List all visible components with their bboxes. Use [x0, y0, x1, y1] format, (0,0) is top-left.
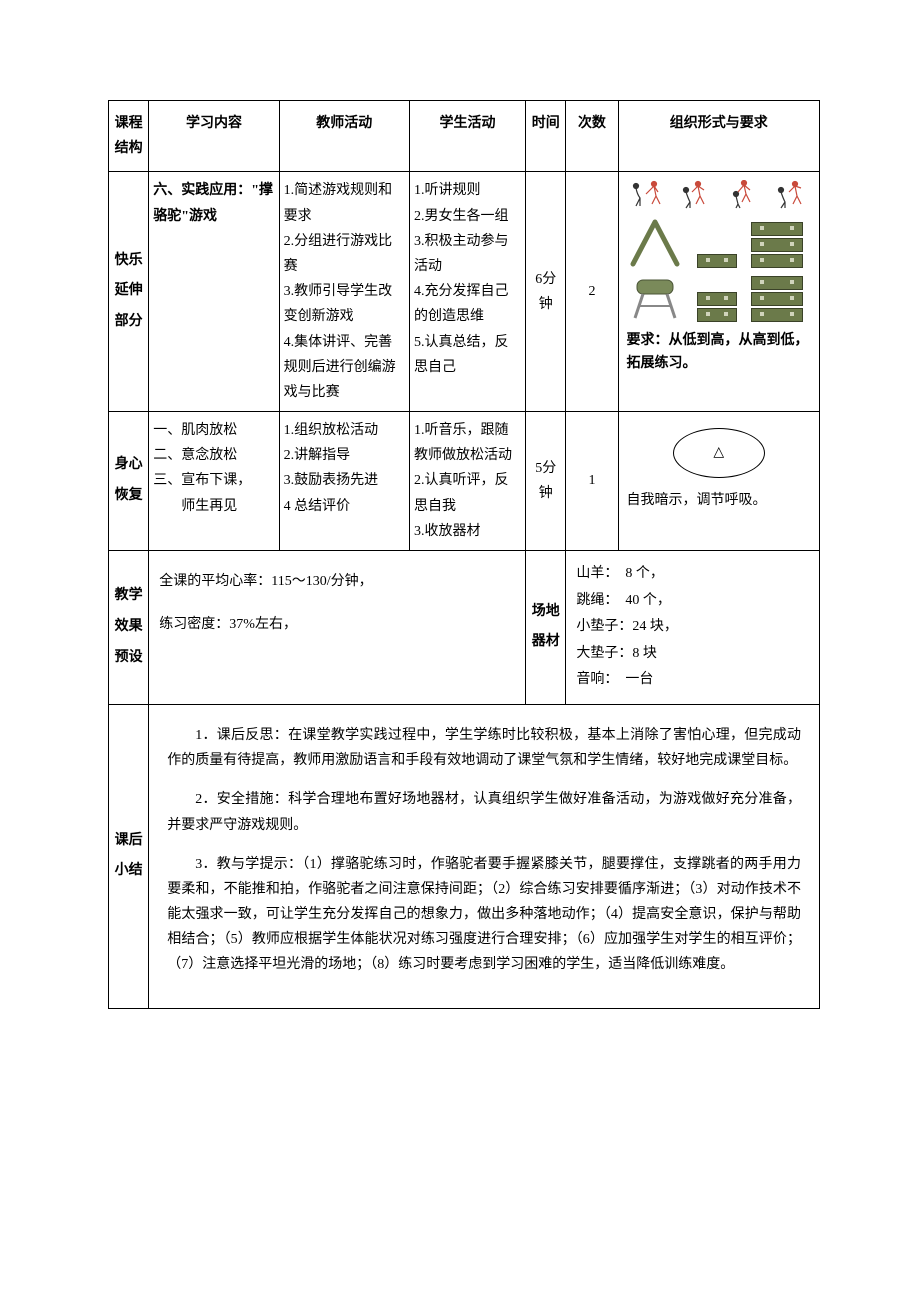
box-icon: [751, 222, 803, 236]
row4-label: 课后小结: [109, 704, 149, 1008]
header-time: 时间: [526, 101, 566, 172]
row4-summary-text: 1．课后反思：在课堂教学实践过程中，学生学练时比较积极，基本上消除了害怕心理，但…: [149, 704, 820, 1008]
row3-label-mid: 场地器材: [526, 551, 566, 705]
row1-teacher: 1.简述游戏规则和要求 2.分组进行游戏比赛 3.教师引导学生改变创新游戏 4.…: [279, 172, 409, 412]
header-student: 学生活动: [409, 101, 525, 172]
box-icon: [751, 238, 803, 252]
box-icon: [751, 308, 803, 322]
row3-effect-text: 全课的平均心率：115～130/分钟， 练习密度：37%左右，: [149, 551, 526, 705]
lesson-table: 课程结构 学习内容 教师活动 学生活动 时间 次数 组织形式与要求 快乐延伸部分…: [108, 100, 820, 1009]
row2-structure: 身心恢复: [109, 412, 149, 551]
row3-label-left: 教学效果预设: [109, 551, 149, 705]
box-stack-2: [751, 222, 803, 268]
equipment-row-2: [627, 276, 812, 322]
box-icon: [751, 292, 803, 306]
box-icon: [697, 308, 737, 322]
row2-org-text: 自我暗示，调节呼吸。: [627, 488, 812, 513]
row-extension: 快乐延伸部分 六、实践应用："撑骆驼"游戏 1.简述游戏规则和要求 2.分组进行…: [109, 172, 820, 412]
triangle-stand-icon: [627, 218, 683, 268]
box-icon: [751, 254, 803, 268]
row2-student: 1.听音乐，跟随教师做放松活动 2.认真听评，反思自我 3.收放器材: [409, 412, 525, 551]
header-structure: 课程结构: [109, 101, 149, 172]
box-icon: [697, 292, 737, 306]
row2-content: 一、肌肉放松 二、意念放松 三、宣布下课， 师生再见: [149, 412, 279, 551]
header-count: 次数: [566, 101, 618, 172]
equip-small-mat: 小垫子：24 块，: [576, 614, 809, 641]
row1-content-title: 六、实践应用："撑骆驼"游戏: [153, 183, 273, 223]
equipment-row-1: [627, 218, 812, 268]
leapfrog-figures: [627, 180, 812, 210]
box-stack-3: [697, 292, 737, 322]
row1-content: 六、实践应用："撑骆驼"游戏: [149, 172, 279, 412]
row2-time: 5分钟: [526, 412, 566, 551]
row1-time: 6分钟: [526, 172, 566, 412]
vaulting-horse-icon: [627, 276, 683, 322]
row-summary: 课后小结 1．课后反思：在课堂教学实践过程中，学生学练时比较积极，基本上消除了害…: [109, 704, 820, 1008]
leapfrog-icon-1: [630, 180, 664, 210]
leapfrog-icon-3: [726, 180, 760, 210]
row2-organization: △ 自我暗示，调节呼吸。: [618, 412, 820, 551]
leapfrog-icon-2: [678, 180, 712, 210]
header-teacher: 教师活动: [279, 101, 409, 172]
row1-count: 2: [566, 172, 618, 412]
density-text: 练习密度：37%左右，: [159, 612, 515, 637]
box-stack-1: [697, 254, 737, 268]
row1-student: 1.听讲规则 2.男女生各一组 3.积极主动参与活动 4.充分发挥自己的创造思维…: [409, 172, 525, 412]
equip-rope: 跳绳： 40 个，: [576, 588, 809, 615]
page-container: 课程结构 学习内容 教师活动 学生活动 时间 次数 组织形式与要求 快乐延伸部分…: [0, 0, 920, 1109]
box-stack-4: [751, 276, 803, 322]
header-organization: 组织形式与要求: [618, 101, 820, 172]
row2-teacher: 1.组织放松活动 2.讲解指导 3.鼓励表扬先进 4 总结评价: [279, 412, 409, 551]
box-icon: [697, 254, 737, 268]
row-recovery: 身心恢复 一、肌肉放松 二、意念放松 三、宣布下课， 师生再见 1.组织放松活动…: [109, 412, 820, 551]
box-icon: [751, 276, 803, 290]
row1-requirement: 要求：从低到高，从高到低，拓展练习。: [627, 330, 812, 375]
equip-goat: 山羊： 8 个，: [576, 561, 809, 588]
summary-p1: 1．课后反思：在课堂教学实践过程中，学生学练时比较积极，基本上消除了害怕心理，但…: [167, 723, 801, 773]
leapfrog-icon-4: [773, 180, 807, 210]
ellipse-diagram: △: [673, 428, 765, 478]
summary-p2: 2．安全措施：科学合理地布置好场地器材，认真组织学生做好准备活动，为游戏做好充分…: [167, 787, 801, 837]
equip-large-mat: 大垫子：8 块: [576, 641, 809, 668]
summary-p3: 3．教与学提示：（1）撑骆驼练习时，作骆驼者要手握紧膝关节，腿要撑住，支撑跳者的…: [167, 852, 801, 978]
equip-audio: 音响： 一台: [576, 667, 809, 694]
row1-structure: 快乐延伸部分: [109, 172, 149, 412]
triangle-symbol: △: [713, 440, 724, 465]
row1-organization: 要求：从低到高，从高到低，拓展练习。: [618, 172, 820, 412]
row2-count: 1: [566, 412, 618, 551]
table-header-row: 课程结构 学习内容 教师活动 学生活动 时间 次数 组织形式与要求: [109, 101, 820, 172]
row3-equipment: 山羊： 8 个， 跳绳： 40 个， 小垫子：24 块， 大垫子：8 块 音响：…: [566, 551, 820, 705]
header-content: 学习内容: [149, 101, 279, 172]
heart-rate-text: 全课的平均心率：115～130/分钟，: [159, 569, 515, 594]
row-effect: 教学效果预设 全课的平均心率：115～130/分钟， 练习密度：37%左右， 场…: [109, 551, 820, 705]
